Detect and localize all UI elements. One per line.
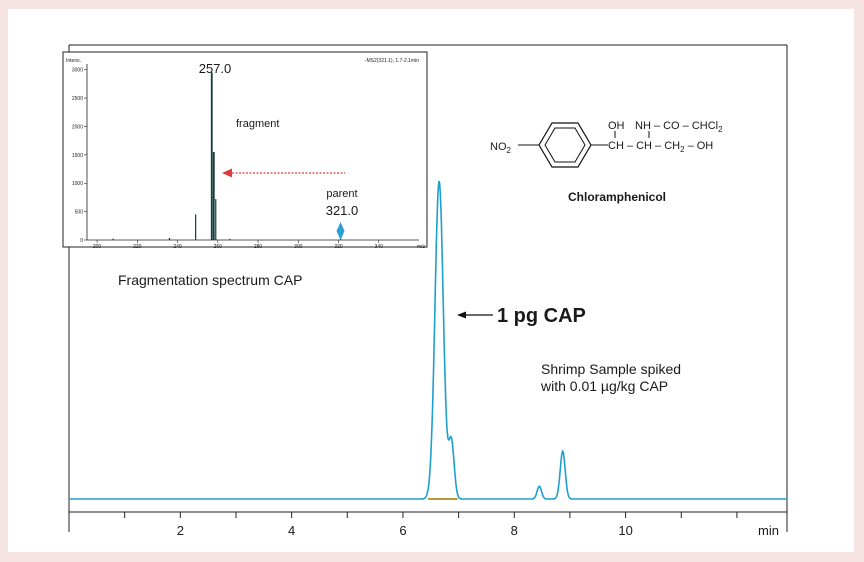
inset-y-tick-label: 500 <box>75 210 84 216</box>
chromatogram-figure: 2 4 6 8 10 min 1 pg CAP Shrimp Sample spiked… <box>62 44 788 538</box>
inset-x-tick-label: 200 <box>93 244 102 250</box>
fragmentation-spectrum-inset: Intens. -MS2(321.1), 1.7-2.1min 0 500 1000… <box>62 51 428 250</box>
oh-top-label: OH <box>608 120 625 132</box>
figure-panel: 2 4 6 8 10 min 1 pg CAP Shrimp Sample spiked… <box>8 9 854 552</box>
inset-frame <box>62 51 428 248</box>
inset-y-label: Intens. <box>66 58 81 64</box>
peak-label-arrowhead <box>457 311 466 319</box>
x-tick-label: 10 <box>618 523 632 538</box>
nh-chain: NH – CO – CHCl2 <box>635 120 723 134</box>
inset-caption: Fragmentation spectrum CAP <box>118 272 302 288</box>
inset-ticks: 0 500 1000 1500 2000 2500 3000 200 220 240 260 280 3… <box>72 68 383 250</box>
inset-x-tick-label: 220 <box>133 244 142 250</box>
inset-y-tick-label: 2500 <box>72 96 83 102</box>
inset-x-tick-label: 340 <box>375 244 384 250</box>
parent-mz-label: 321.0 <box>326 203 359 218</box>
main-chromatogram: 2 4 6 8 10 min <box>68 44 788 538</box>
sample-description-line2: with 0.01 µg/kg CAP <box>540 378 668 394</box>
inset-x-label: m/z <box>417 244 426 250</box>
no2-group: NO2 <box>490 141 512 155</box>
sample-description-line1: Shrimp Sample spiked <box>541 361 681 377</box>
inset-header: -MS2(321.1), 1.7-2.1min <box>365 58 419 64</box>
inset-x-tick-label: 280 <box>254 244 263 250</box>
inset-y-tick-label: 1500 <box>72 153 83 159</box>
chloramphenicol-structure: NO2 OH NH – CO – CHCl2 CH – CH – CH2– OH… <box>490 120 723 204</box>
parent-marker-icon <box>336 222 345 240</box>
fragment-mz-label: 257.0 <box>199 61 232 76</box>
inset-y-tick-label: 3000 <box>72 68 83 74</box>
x-tick-label: 4 <box>288 523 295 538</box>
inset-peaks <box>112 72 342 240</box>
inset-y-tick-label: 2000 <box>72 124 83 130</box>
x-tick-label: 6 <box>399 523 406 538</box>
parent-label: parent <box>326 188 357 200</box>
benzene-inner-ring <box>544 127 586 163</box>
x-axis-label: min <box>758 523 779 538</box>
benzene-ring <box>538 122 592 168</box>
red-arrowhead <box>222 168 232 178</box>
inset-x-tick-label: 300 <box>294 244 303 250</box>
inset-y-tick-label: 1000 <box>72 181 83 187</box>
lower-chain: CH – CH – CH2– OH <box>608 140 713 154</box>
inset-x-tick-label: 320 <box>334 244 343 250</box>
x-ticks <box>124 512 738 518</box>
inset-y-tick-label: 0 <box>80 238 83 244</box>
x-tick-label: 8 <box>511 523 518 538</box>
peak-label: 1 pg CAP <box>497 305 586 327</box>
compound-name: Chloramphenicol <box>568 190 666 204</box>
inset-x-tick-label: 240 <box>173 244 182 250</box>
fragment-label: fragment <box>236 118 279 130</box>
x-tick-label: 2 <box>177 523 184 538</box>
inset-x-tick-label: 260 <box>214 244 223 250</box>
chromatogram-trace <box>69 180 787 500</box>
x-tick-labels: 2 4 6 8 10 <box>177 523 633 538</box>
